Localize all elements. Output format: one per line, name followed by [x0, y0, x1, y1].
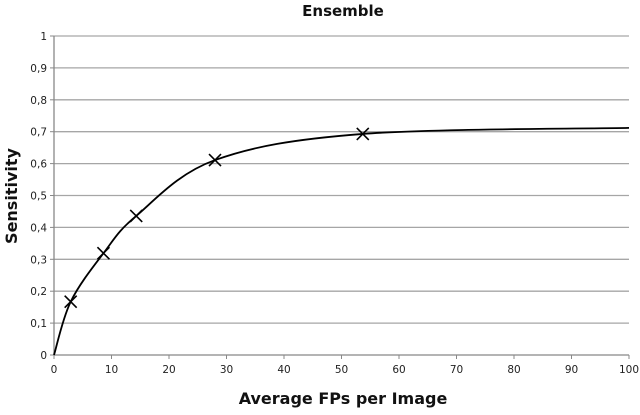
- y-tick-label: 0,1: [30, 318, 47, 330]
- x-tick-label: 70: [450, 364, 463, 376]
- x-axis-label: Average FPs per Image: [239, 389, 448, 408]
- chart-title: Ensemble: [302, 2, 384, 20]
- y-tick-label: 0,3: [30, 254, 47, 266]
- y-tick-label: 0,7: [30, 127, 47, 139]
- x-tick-label: 0: [51, 364, 58, 376]
- y-tick-label: 1: [40, 31, 47, 43]
- y-tick-label: 0,8: [30, 95, 47, 107]
- x-tick-label: 40: [277, 364, 290, 376]
- x-tick-label: 60: [392, 364, 405, 376]
- x-tick-label: 50: [335, 364, 348, 376]
- y-tick-label: 0,5: [30, 191, 47, 203]
- data-point-marker: [356, 127, 370, 141]
- x-tick-label: 20: [162, 364, 175, 376]
- marker-stroke: [96, 246, 111, 260]
- y-tick-label: 0,2: [30, 286, 47, 298]
- marker-stroke: [356, 127, 370, 141]
- x-tick-label: 30: [220, 364, 233, 376]
- x-tick-label: 10: [105, 364, 118, 376]
- y-axis-label: Sensitivity: [2, 147, 21, 243]
- y-tick-label: 0,9: [30, 63, 47, 75]
- y-tick-label: 0,4: [30, 222, 47, 234]
- y-tick-label: 0: [40, 350, 47, 362]
- marker-stroke: [64, 295, 78, 309]
- data-point-marker: [96, 246, 111, 260]
- marker-stroke: [129, 209, 143, 223]
- marker-stroke: [208, 153, 222, 167]
- series-line: [53, 126, 630, 356]
- y-tick-label: 0,6: [30, 159, 47, 171]
- x-tick-label: 90: [565, 364, 578, 376]
- data-point-marker: [208, 153, 222, 167]
- x-tick-label: 100: [619, 364, 639, 376]
- data-point-marker: [64, 295, 78, 309]
- data-point-marker: [129, 209, 143, 223]
- x-tick-label: 80: [507, 364, 520, 376]
